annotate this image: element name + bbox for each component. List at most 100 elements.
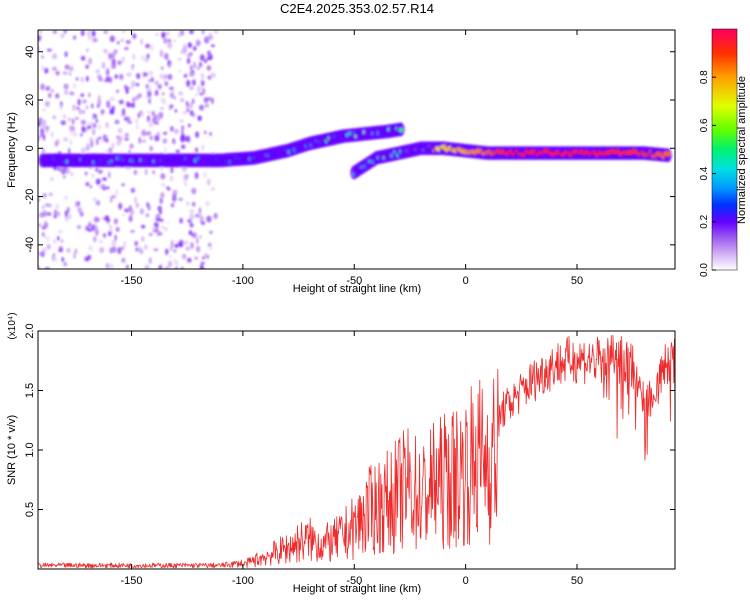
spectrogram-cell	[189, 86, 194, 90]
spectrogram-cell	[44, 67, 49, 74]
spectrogram-cell	[85, 65, 89, 69]
spectrogram-cell	[69, 139, 73, 146]
spectrogram-cell	[145, 84, 149, 89]
spectrogram-cell	[87, 228, 92, 232]
spectrogram-cell	[81, 110, 85, 114]
spectrogram-cell	[51, 89, 54, 93]
spectrogram-cell	[105, 215, 109, 220]
spectrogram-cell	[159, 106, 165, 110]
spectrogram-cell	[148, 70, 154, 76]
spectrogram-cell	[158, 264, 163, 269]
spectrogram-cell	[208, 217, 211, 223]
spectrogram-cell	[99, 247, 105, 254]
spectrogram-cell	[132, 97, 136, 103]
spectrogram-cell	[155, 224, 159, 230]
spectrogram-cell	[109, 35, 115, 43]
spectrogram-cell	[209, 132, 213, 136]
spectrogram-cell	[88, 222, 92, 227]
spectrogram-cell	[109, 97, 115, 101]
spectrogram-cell	[64, 64, 70, 70]
chart-title: C2E4.2025.353.02.57.R14	[280, 1, 434, 16]
spectrogram-cell	[144, 244, 148, 251]
spectrogram-cell	[99, 240, 103, 244]
spectrogram-cell	[172, 138, 176, 145]
spectrogram-cell	[154, 121, 159, 125]
spectrogram-cell	[64, 51, 68, 58]
spectrogram-cell	[100, 109, 105, 114]
spectrogram-cell	[161, 31, 165, 39]
spectrogram-cell	[72, 104, 76, 112]
spectrogram-cell	[123, 84, 128, 90]
spectrogram-cell	[137, 112, 141, 119]
spectrogram-cell	[52, 238, 57, 244]
spectrogram-cell	[76, 106, 80, 110]
spectrogram-cell	[173, 39, 177, 43]
spectrogram-cell	[88, 92, 91, 98]
spectrogram-cell	[211, 44, 215, 48]
spectrogram-cell	[45, 85, 51, 91]
spectrogram-cell	[53, 209, 58, 217]
spectrogram-ytick-label: -40	[24, 237, 36, 253]
spectrogram-cell	[104, 134, 108, 139]
spectrogram-cell	[197, 115, 202, 122]
spectrogram-cell	[183, 73, 188, 78]
snr-xtick-label: -150	[121, 575, 143, 587]
spectrogram-cell	[174, 243, 179, 249]
spectrogram-cell	[199, 235, 202, 239]
spectrogram-cell	[122, 244, 126, 248]
spectrogram-cell	[140, 110, 144, 117]
spectrogram-cell	[174, 259, 179, 267]
spectrogram-cell	[41, 232, 45, 237]
spectrogram-cell	[169, 175, 174, 182]
spectrogram-cell	[206, 254, 209, 259]
spectrogram-cell	[161, 182, 166, 187]
spectrogram-cell	[86, 48, 89, 52]
spectrogram-cell	[170, 166, 174, 174]
spectrogram-cell	[111, 239, 117, 247]
spectrogram-cell	[41, 55, 44, 59]
spectrogram-cell	[162, 138, 168, 144]
spectrogram-cell	[187, 52, 191, 58]
spectrogram-cell	[205, 200, 210, 207]
spectrogram-cell	[145, 43, 151, 49]
spectrogram-cell	[147, 92, 152, 98]
spectrogram-cell	[67, 117, 71, 121]
spectrogram-cell	[57, 167, 61, 171]
spectrogram-cell	[117, 247, 122, 255]
spectrogram-cell	[189, 30, 194, 34]
spectrogram-cell	[70, 130, 74, 136]
spectrogram-cell	[191, 98, 195, 105]
spectrogram-cell	[125, 40, 131, 44]
spectrogram-cell	[133, 169, 138, 175]
spectrogram-cell	[140, 55, 146, 61]
spectrogram-cell	[128, 149, 132, 155]
spectrogram-cell	[204, 252, 207, 258]
spectrogram-cell	[151, 226, 156, 230]
spectrogram-cell	[98, 94, 101, 102]
spectrogram-cell	[181, 125, 185, 130]
spectrogram-cell	[105, 76, 110, 82]
spectrogram-cell	[132, 33, 137, 39]
spectrogram-cell	[71, 118, 75, 125]
spectrogram-cell	[155, 114, 161, 122]
spectrogram-cell	[51, 66, 58, 71]
snr-ylabel: SNR (10 * v/v)	[6, 415, 18, 485]
spectrogram-cell	[191, 187, 197, 195]
spectrogram-cell	[80, 30, 85, 36]
spectrogram-cell	[68, 72, 72, 76]
spectrogram-cell	[194, 172, 199, 179]
spectrogram-cell	[201, 256, 206, 260]
spectrogram-cell	[101, 61, 106, 69]
snr-ytick-label: 1.5	[24, 383, 36, 398]
spectrogram-xtick-label: -150	[121, 275, 143, 287]
spectrogram-cell	[170, 203, 175, 208]
spectrogram-cell	[140, 236, 145, 242]
spectrogram-cell	[153, 248, 159, 252]
spectrogram-cell	[111, 63, 117, 70]
spectrogram-cell	[203, 130, 207, 135]
spectrogram-cell	[111, 142, 115, 149]
spectrogram-cell	[157, 83, 162, 90]
spectrogram-cell	[79, 211, 84, 217]
spectrogram-cell	[146, 115, 151, 122]
spectrogram-cell	[88, 245, 93, 251]
